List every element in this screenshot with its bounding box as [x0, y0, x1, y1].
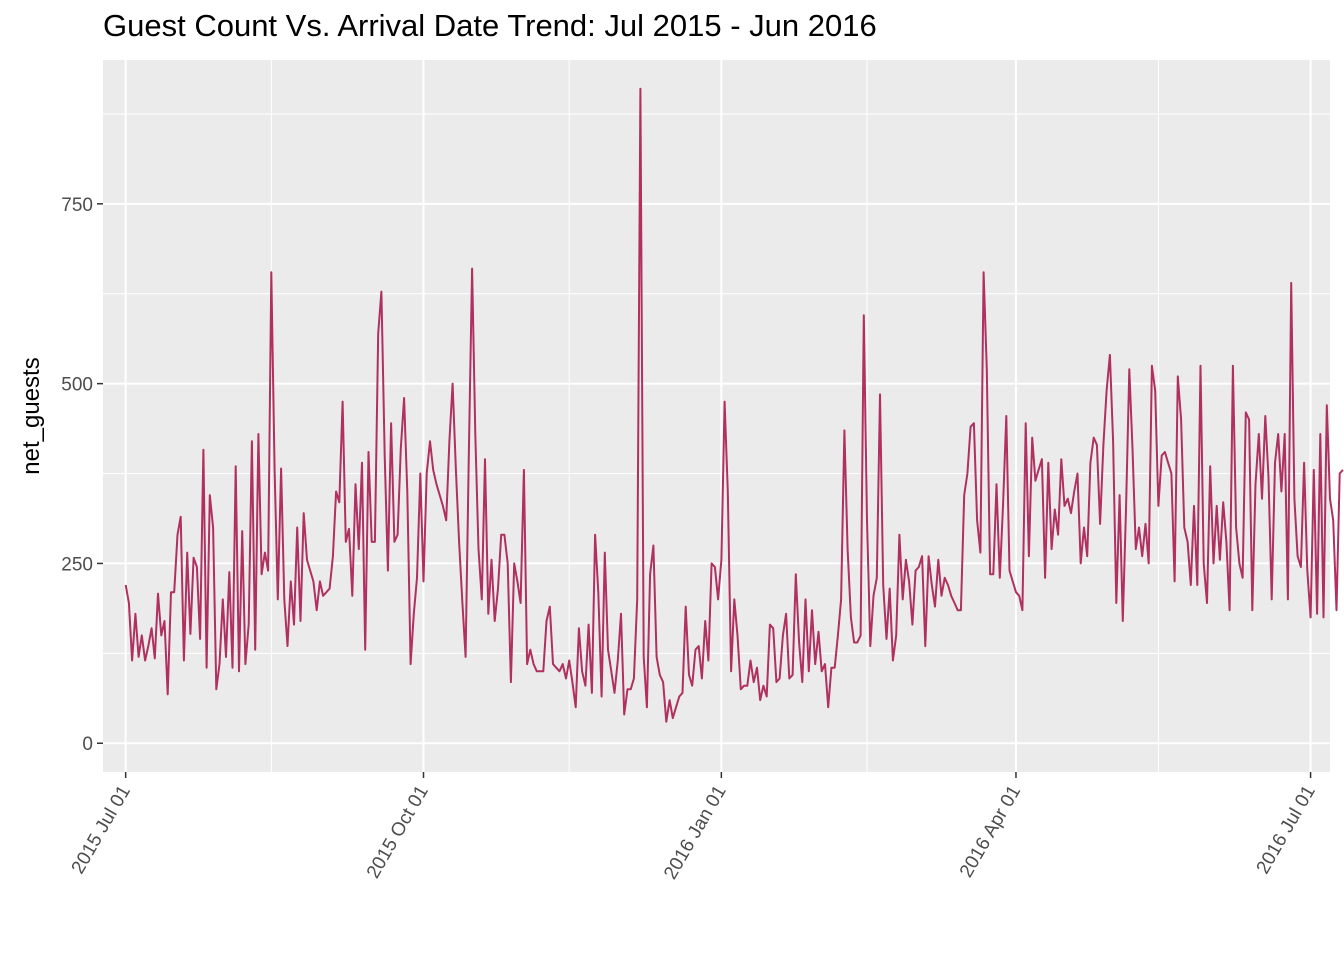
chart-title: Guest Count Vs. Arrival Date Trend: Jul …	[103, 8, 877, 43]
x-tick-label: 2016 Jul 01	[1253, 782, 1320, 878]
y-tick-label: 250	[61, 554, 93, 575]
x-tick-label: 2016 Apr 01	[956, 782, 1025, 881]
series-line	[124, 87, 1344, 723]
plot-panel	[103, 60, 1330, 772]
x-tick-label: 2016 Jan 01	[660, 782, 730, 883]
x-tick-label: 2015 Oct 01	[363, 782, 433, 882]
y-tick-label: 500	[61, 375, 93, 396]
major-grid	[103, 60, 1330, 772]
y-axis: 0 250 500 750	[61, 195, 103, 755]
y-tick-label: 750	[61, 195, 93, 216]
x-tick-label: 2015 Jul 01	[68, 782, 135, 878]
y-tick-label: 0	[82, 734, 93, 755]
y-axis-title: net_guests	[18, 357, 45, 474]
series-layer	[124, 87, 1344, 723]
minor-grid	[103, 60, 1330, 772]
x-axis: 2015 Jul 01 2015 Oct 01 2016 Jan 01 2016 Ap…	[68, 772, 1320, 883]
